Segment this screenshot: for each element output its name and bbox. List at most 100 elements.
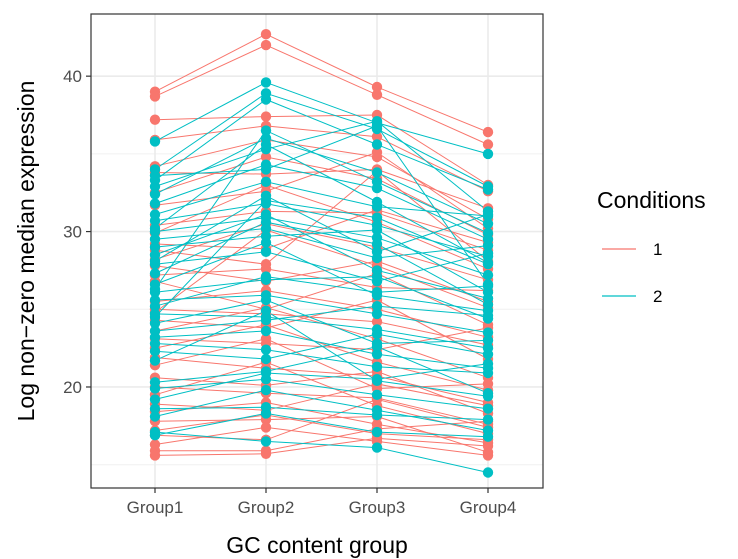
series-2-point [482, 414, 494, 425]
series-2-point [371, 301, 383, 312]
series-1-line-0 [154, 33, 489, 133]
series-2-point [482, 388, 494, 399]
series-2-line-23 [154, 333, 489, 360]
series-2-point [371, 341, 383, 352]
series-2-point [371, 271, 383, 282]
series-2-line-33 [154, 195, 489, 262]
series-1-point [482, 126, 494, 138]
series-1-line-25 [154, 361, 489, 435]
series-1-line-21 [154, 357, 489, 403]
series-2-point [371, 426, 383, 438]
y-tick-label: 20 [63, 378, 82, 397]
series-2-point [482, 335, 494, 346]
series-1-line-30 [154, 398, 489, 441]
series-2-line-24 [154, 310, 489, 397]
series-2-point [482, 209, 494, 220]
series-2-point [482, 403, 494, 414]
series-2-point [371, 308, 383, 320]
series-2-point [482, 269, 494, 281]
series-1-point [260, 259, 272, 270]
series-1-point [482, 139, 494, 150]
series-1-line-29 [154, 414, 489, 441]
x-tick-label: Group4 [460, 498, 517, 517]
series-2-line-0 [154, 81, 489, 155]
series-2-line-14 [154, 241, 489, 312]
series-2-point [371, 349, 383, 360]
series-2-point [260, 139, 272, 150]
series-1-line-35 [154, 229, 489, 313]
series-2-point [482, 227, 494, 239]
series-2-point [149, 394, 161, 405]
series-2-point [260, 353, 272, 365]
series-2-line-3 [154, 120, 489, 212]
series-2-point [371, 442, 383, 453]
series-1-point [260, 29, 272, 40]
series-2-point [149, 403, 161, 414]
series-2-line-32 [154, 143, 489, 264]
series-1-point [482, 450, 494, 461]
series-2-line-15 [154, 276, 489, 320]
series-2-line-34 [154, 129, 489, 290]
series-2-point [149, 301, 161, 312]
series-1-line-4 [154, 139, 489, 220]
series-2-point [260, 344, 272, 355]
series-1-point [260, 333, 272, 344]
series-1-point [260, 151, 272, 163]
series-1-line-2 [154, 114, 489, 186]
series-2-point [371, 246, 383, 257]
series-1-point [371, 81, 383, 93]
series-2-point [482, 310, 494, 321]
series-2-point [149, 189, 161, 200]
series-1-line-8 [154, 210, 489, 251]
series-2-point [260, 384, 272, 396]
series-1-point [260, 448, 272, 459]
series-2-line-16 [154, 294, 489, 334]
series-2-point [482, 259, 494, 270]
series-1-point [260, 111, 272, 122]
series-2-line-4 [154, 137, 489, 225]
series-1-line-24 [154, 386, 489, 425]
series-2-line-18 [154, 313, 489, 349]
series-1-point [260, 422, 272, 433]
series-2-point [260, 436, 272, 447]
series-2-point [482, 218, 494, 229]
series-2-point [482, 248, 494, 259]
series-1-line-14 [154, 272, 489, 326]
series-1-point [371, 131, 383, 142]
y-axis-title: Log non−zero median expression [13, 81, 39, 422]
series-2-line-17 [154, 276, 489, 307]
series-2-point [149, 170, 161, 181]
series-2-line-6 [154, 181, 489, 217]
series-2-point [149, 234, 161, 245]
series-1-line-6 [154, 156, 489, 236]
series-2-point [260, 176, 272, 187]
series-2-point [371, 389, 383, 400]
series-2-point [260, 246, 272, 257]
series-1-line-22 [154, 338, 489, 390]
series-2-line-35 [154, 199, 489, 318]
series-2-line-12 [154, 251, 489, 282]
legend-label-1: 1 [653, 240, 662, 259]
series-2-point [371, 405, 383, 416]
series-2-point [149, 338, 161, 349]
series-2-point [149, 411, 161, 422]
series-2-line-11 [154, 213, 489, 299]
series-2-point [371, 120, 383, 132]
series-2-point [149, 181, 161, 192]
series-2-point [260, 195, 272, 206]
series-1-line-3 [154, 125, 489, 192]
legend-title: Conditions [597, 187, 706, 213]
series-2-point [260, 77, 272, 88]
series-points [149, 29, 494, 478]
series-2-point [482, 240, 494, 251]
series-2-point [260, 367, 272, 379]
series-1-line-23 [154, 370, 489, 414]
series-2-point [149, 215, 161, 226]
x-tick-label: Group3 [349, 498, 406, 517]
series-1-point [149, 114, 161, 125]
series-2-point [371, 167, 383, 178]
series-2-point [482, 367, 494, 379]
series-2-point [482, 148, 494, 160]
series-2-line-13 [154, 221, 489, 306]
series-2-point [482, 358, 494, 369]
